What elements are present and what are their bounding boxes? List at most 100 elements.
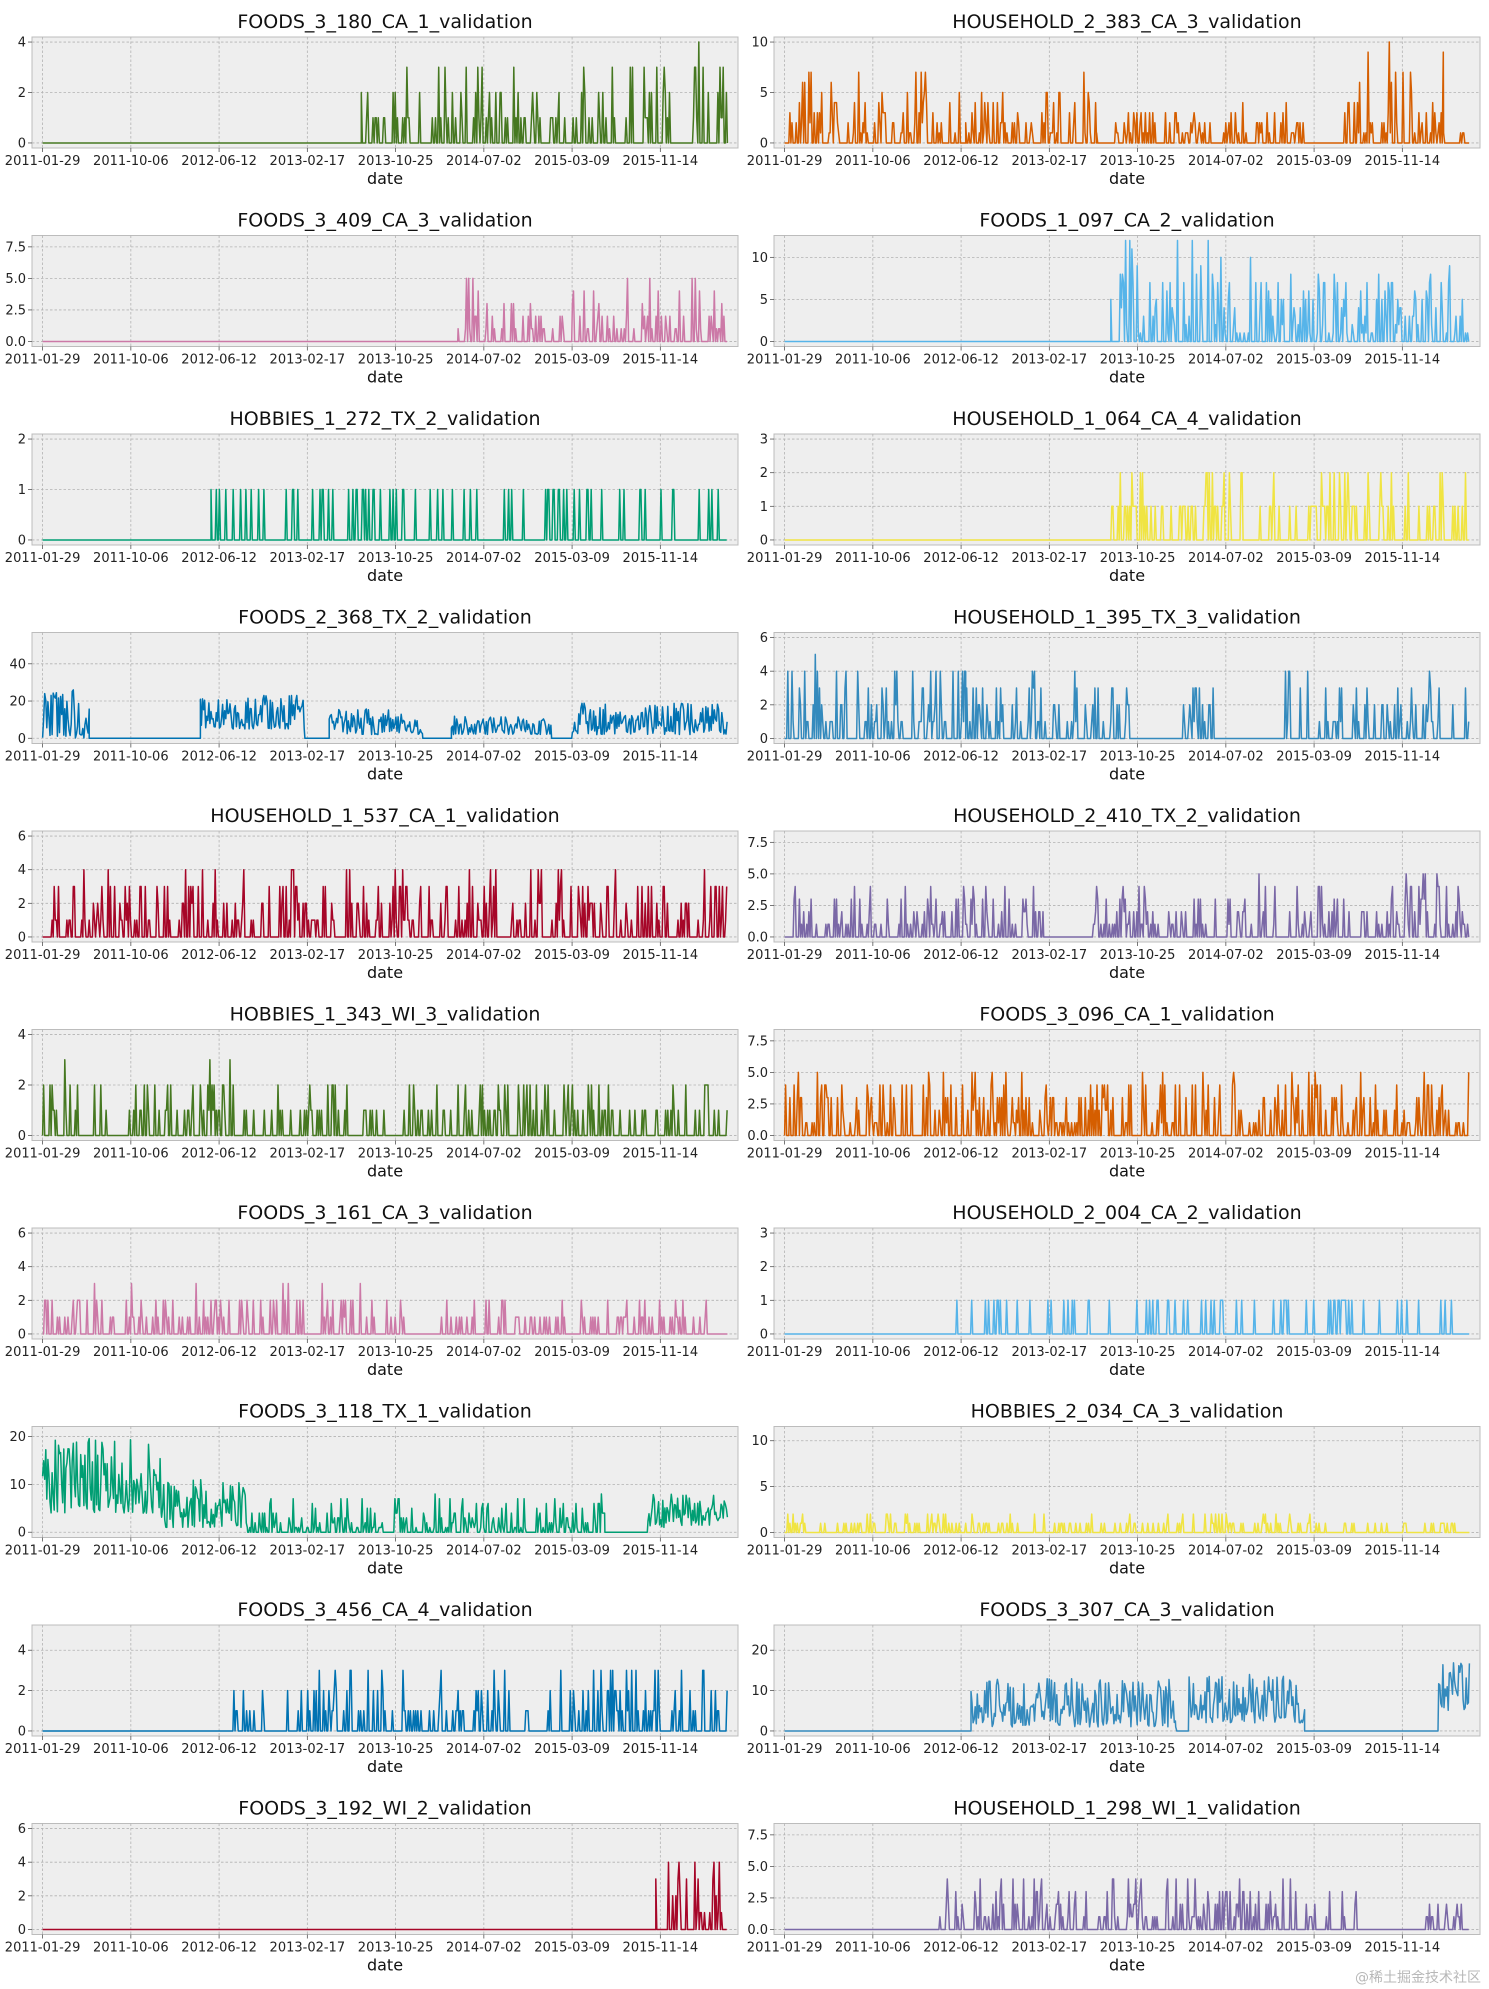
x-tick-label: 2015-11-14 — [1365, 1345, 1441, 1360]
subplot-title: HOBBIES_1_272_TX_2_validation — [229, 408, 540, 430]
x-tick-label: 2015-03-09 — [534, 948, 610, 963]
x-tick-label: 2013-10-25 — [1100, 1544, 1176, 1559]
x-tick-label: 2015-11-14 — [1365, 551, 1441, 566]
y-tick-label: 7.5 — [5, 240, 26, 255]
subplot-title: HOBBIES_2_034_CA_3_validation — [971, 1401, 1284, 1423]
x-tick-label: 2015-11-14 — [1365, 1147, 1441, 1162]
x-tick-label: 2011-10-06 — [835, 948, 911, 963]
y-tick-label: 0 — [18, 930, 26, 945]
x-axis-label: date — [1109, 368, 1145, 387]
y-tick-label: 10 — [751, 1684, 768, 1699]
x-tick-label: 2011-01-29 — [5, 1941, 81, 1956]
x-tick-label: 2012-06-12 — [181, 948, 257, 963]
x-tick-label: 2011-10-06 — [93, 750, 169, 765]
y-tick-label: 6 — [18, 1227, 26, 1242]
y-tick-label: 2 — [760, 1260, 768, 1275]
x-tick-label: 2013-02-17 — [1012, 948, 1088, 963]
x-tick-label: 2013-02-17 — [270, 1147, 346, 1162]
x-tick-label: 2013-02-17 — [1012, 1345, 1088, 1360]
series-line — [784, 653, 1470, 740]
x-tick-label: 2013-10-25 — [358, 1345, 434, 1360]
x-tick-label: 2011-01-29 — [5, 1345, 81, 1360]
y-tick-label: 0 — [760, 1327, 768, 1342]
subplot-title: FOODS_3_161_CA_3_validation — [237, 1202, 532, 1224]
x-axis-label: date — [367, 566, 403, 585]
x-tick-label: 2015-03-09 — [534, 1147, 610, 1162]
subplot-title: FOODS_3_192_WI_2_validation — [238, 1798, 531, 1820]
x-tick-label: 2013-10-25 — [1100, 1941, 1176, 1956]
x-tick-label: 2015-11-14 — [1365, 1941, 1441, 1956]
x-tick-label: 2014-07-02 — [446, 750, 522, 765]
x-tick-label: 2014-07-02 — [446, 1742, 522, 1757]
x-tick-label: 2012-06-12 — [181, 551, 257, 566]
y-tick-label: 20 — [751, 1644, 768, 1659]
x-tick-label: 2011-01-29 — [747, 750, 823, 765]
y-tick-label: 0.0 — [747, 1129, 768, 1144]
x-tick-label: 2015-11-14 — [623, 948, 699, 963]
x-tick-label: 2011-10-06 — [835, 353, 911, 368]
axes-background — [773, 1426, 1481, 1538]
x-tick-label: 2011-10-06 — [835, 1742, 911, 1757]
subplot-title: HOBBIES_1_343_WI_3_validation — [230, 1004, 541, 1026]
x-tick-label: 2011-10-06 — [93, 353, 169, 368]
subplot-14: 2011-01-29 2011-10-06 2012-06-12 2013-02-17… — [747, 1202, 1481, 1379]
x-tick-label: 2015-03-09 — [534, 1345, 610, 1360]
x-tick-label: 2013-02-17 — [270, 948, 346, 963]
x-tick-label: 2011-01-29 — [5, 551, 81, 566]
x-tick-label: 2013-10-25 — [358, 154, 434, 169]
x-tick-label: 2011-10-06 — [835, 551, 911, 566]
subplot-5: 2011-01-29 2011-10-06 2012-06-12 2013-02-17… — [5, 408, 739, 585]
x-tick-label: 2015-03-09 — [1276, 551, 1352, 566]
x-tick-label: 2011-01-29 — [747, 1742, 823, 1757]
y-tick-label: 5 — [760, 293, 768, 308]
y-tick-label: 6 — [18, 1822, 26, 1837]
y-tick-label: 2.5 — [5, 303, 26, 318]
x-tick-label: 2013-02-17 — [1012, 1941, 1088, 1956]
x-tick-label: 2015-11-14 — [623, 1544, 699, 1559]
x-tick-label: 2011-01-29 — [5, 1544, 81, 1559]
x-tick-label: 2014-07-02 — [446, 353, 522, 368]
x-tick-label: 2015-03-09 — [534, 1544, 610, 1559]
subplot-title: FOODS_2_368_TX_2_validation — [238, 607, 532, 629]
x-tick-label: 2011-01-29 — [747, 1941, 823, 1956]
x-tick-label: 2013-02-17 — [270, 1345, 346, 1360]
x-axis-label: date — [367, 1162, 403, 1181]
y-tick-label: 7.5 — [747, 1034, 768, 1049]
x-tick-label: 2013-10-25 — [1100, 154, 1176, 169]
x-tick-label: 2011-10-06 — [93, 154, 169, 169]
x-axis-label: date — [1109, 566, 1145, 585]
y-tick-label: 7.5 — [747, 836, 768, 851]
subplot-title: FOODS_3_180_CA_1_validation — [237, 11, 532, 33]
y-tick-label: 10 — [751, 36, 768, 51]
x-tick-label: 2011-01-29 — [747, 1345, 823, 1360]
x-tick-label: 2013-02-17 — [1012, 750, 1088, 765]
x-tick-label: 2011-10-06 — [93, 1742, 169, 1757]
y-tick-label: 1 — [760, 500, 768, 515]
y-tick-label: 0 — [760, 533, 768, 548]
y-tick-label: 4 — [18, 863, 26, 878]
subplot-title: FOODS_1_097_CA_2_validation — [979, 210, 1274, 232]
x-tick-label: 2015-03-09 — [534, 551, 610, 566]
x-tick-label: 2015-03-09 — [1276, 750, 1352, 765]
y-tick-label: 0 — [18, 533, 26, 548]
x-tick-label: 2013-10-25 — [358, 1147, 434, 1162]
x-tick-label: 2011-10-06 — [835, 1941, 911, 1956]
x-tick-label: 2012-06-12 — [923, 1544, 999, 1559]
x-tick-label: 2015-11-14 — [623, 1345, 699, 1360]
x-tick-label: 2013-10-25 — [358, 1742, 434, 1757]
y-tick-label: 5.0 — [5, 272, 26, 287]
subplot-title: HOUSEHOLD_2_004_CA_2_validation — [952, 1202, 1301, 1224]
y-tick-label: 2 — [18, 86, 26, 101]
y-tick-label: 0 — [18, 1923, 26, 1938]
y-tick-label: 10 — [751, 251, 768, 266]
x-tick-label: 2011-01-29 — [5, 154, 81, 169]
series-line — [42, 277, 728, 343]
x-tick-label: 2011-01-29 — [5, 750, 81, 765]
x-axis-label: date — [367, 765, 403, 784]
x-tick-label: 2015-03-09 — [534, 353, 610, 368]
x-tick-label: 2014-07-02 — [1188, 353, 1264, 368]
x-tick-label: 2011-01-29 — [5, 353, 81, 368]
x-tick-label: 2012-06-12 — [181, 1147, 257, 1162]
x-tick-label: 2013-02-17 — [1012, 1147, 1088, 1162]
series-line — [784, 239, 1470, 343]
